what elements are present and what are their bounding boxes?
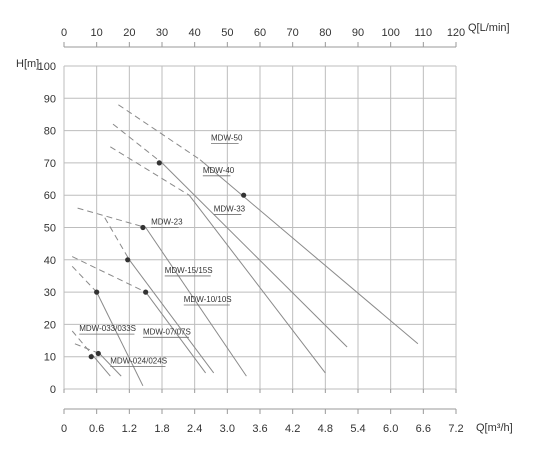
curve-label-mdw-15-15s: MDW-15/15S [165, 266, 213, 275]
top-tick-label: 110 [415, 27, 433, 39]
duty-point [143, 289, 149, 295]
curve-label-mdw-50: MDW-50 [211, 134, 243, 143]
curve-solid-mdw-23 [145, 227, 247, 377]
y-tick-label: 40 [44, 255, 56, 267]
grid [63, 65, 457, 390]
y-tick-label: 70 [44, 158, 56, 170]
curve-solid-mdw-10-10s [145, 291, 207, 374]
curve-solid-mdw-40 [161, 162, 348, 348]
curve-dashed-mdw-50 [118, 104, 201, 161]
x-tick-label: 3.0 [220, 423, 235, 435]
duty-points [88, 160, 247, 360]
top-tick-label: 120 [447, 27, 465, 39]
y-axis-title: H[m] [16, 58, 39, 70]
curve-dashed-mdw-23 [77, 207, 146, 228]
curve-solid-mdw-024-024s [99, 353, 122, 377]
duty-point [241, 192, 247, 198]
x-tick-label: 3.6 [252, 423, 267, 435]
x-tick-label: 5.4 [350, 423, 365, 435]
duty-point [94, 289, 100, 295]
curve-solid-mdw-07-07s [96, 291, 144, 387]
y-tick-label: 100 [38, 61, 56, 73]
curve-dashed-mdw-33 [110, 146, 190, 196]
x-tick-label: 0.6 [89, 423, 104, 435]
curve-dashed-mdw-10-10s [71, 256, 146, 293]
x-tick-label: 7.2 [448, 423, 463, 435]
top-tick-label: 70 [287, 27, 299, 39]
y-tick-label: 90 [44, 93, 56, 105]
x-tick-label: 1.8 [154, 423, 169, 435]
curve-label-mdw-33: MDW-33 [214, 205, 246, 214]
top-tick-label: 40 [189, 27, 201, 39]
curve-label-mdw-40: MDW-40 [203, 166, 235, 175]
top-tick-label: 20 [123, 27, 135, 39]
top-tick-label: 10 [91, 27, 103, 39]
curve-dashed-mdw-024-024s [74, 343, 100, 354]
y-tick-label: 80 [44, 126, 56, 138]
y-tick-label: 0 [50, 384, 56, 396]
y-tick-label: 30 [44, 287, 56, 299]
curves [71, 104, 419, 387]
curve-dashed-mdw-07-07s [71, 265, 98, 293]
duty-point [95, 350, 101, 357]
curve-label-mdw-07-07s: MDW-07/07S [143, 327, 191, 336]
y-tick-label: 20 [44, 319, 56, 331]
top-tick-label: 0 [61, 27, 67, 39]
curve-label-mdw-024-024s: MDW-024/024S [110, 356, 167, 365]
axes: 0 0.6 1.2 1.8 2.4 3.0 3.6 4.2 4.8 5.4 6.0 6.6 7.2 0 10… [38, 27, 466, 435]
curve-solid-mdw-50 [199, 159, 419, 345]
top-tick-label: 90 [352, 27, 364, 39]
top-x-axis-title: Q[L/min] [468, 22, 510, 34]
top-tick-label: 30 [156, 27, 168, 39]
curve-label-mdw-10-10s: MDW-10/10S [184, 295, 232, 304]
curve-label-mdw-033-033s: MDW-033/033S [79, 324, 136, 333]
top-tick-label: 100 [381, 27, 399, 39]
curve-dashed-mdw-033-033s [71, 330, 95, 358]
duty-point [125, 257, 131, 263]
x-tick-label: 2.4 [187, 423, 202, 435]
y-tick-label: 60 [44, 190, 56, 202]
top-tick-label: 60 [254, 27, 266, 39]
curve-solid-mdw-15-15s [128, 259, 215, 374]
y-tick-label: 10 [44, 352, 56, 364]
top-tick-label: 80 [319, 27, 331, 39]
x-axis-title: Q[m³/h] [476, 422, 513, 434]
y-tick-label: 50 [44, 223, 56, 235]
curve-solid-mdw-33 [188, 194, 326, 374]
duty-point [88, 354, 94, 360]
curve-dashed-mdw-40 [112, 123, 163, 164]
curve-solid-mdw-033-033s [93, 356, 111, 377]
x-tick-label: 6.6 [416, 423, 431, 435]
top-tick-label: 50 [221, 27, 233, 39]
curve-labels: MDW-50 MDW-40 MDW-33 MDW-23 MDW-15/15S MDW-10… [79, 134, 246, 367]
curve-dashed-mdw-15-15s [104, 217, 130, 261]
duty-point [156, 160, 162, 166]
curve-label-mdw-23: MDW-23 [151, 218, 183, 227]
duty-point [140, 224, 146, 231]
x-tick-label: 1.2 [122, 423, 137, 435]
x-tick-label: 0 [61, 423, 67, 435]
x-tick-label: 6.0 [383, 423, 398, 435]
x-tick-label: 4.8 [318, 423, 333, 435]
x-tick-label: 4.2 [285, 423, 300, 435]
